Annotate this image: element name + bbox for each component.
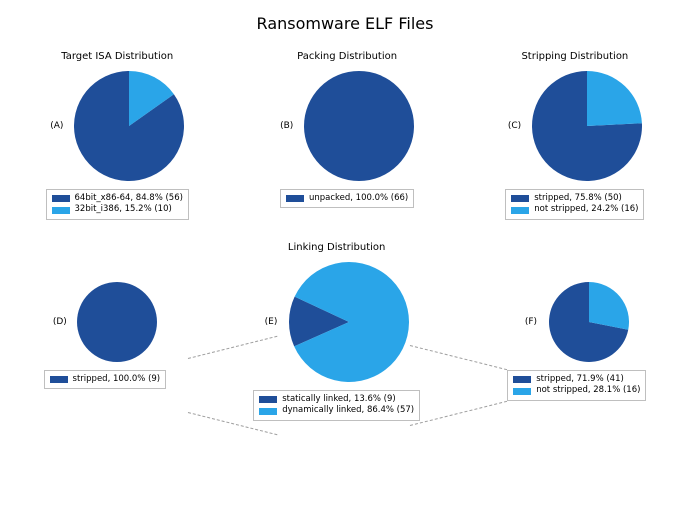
legend: unpacked, 100.0% (66) (280, 189, 414, 208)
legend-row: 64bit_x86-64, 84.8% (56) (52, 193, 183, 204)
legend-row: not stripped, 28.1% (16) (513, 385, 640, 396)
row-bottom: (D) stripped, 100.0% (9) Linking Distribu… (0, 242, 690, 421)
legend: stripped, 75.8% (50)not stripped, 24.2% … (505, 189, 644, 220)
legend-label: unpacked, 100.0% (66) (309, 193, 408, 204)
legend-swatch (50, 376, 68, 383)
legend-row: statically linked, 13.6% (9) (259, 394, 414, 405)
panel-title: Packing Distribution (297, 51, 397, 63)
legend-label: not stripped, 24.2% (16) (534, 204, 638, 215)
legend-swatch (52, 195, 70, 202)
pie-chart (74, 71, 184, 181)
panel-D: (D) stripped, 100.0% (9) (44, 262, 167, 389)
legend-label: dynamically linked, 86.4% (57) (282, 405, 414, 416)
legend-swatch (259, 396, 277, 403)
legend-row: stripped, 100.0% (9) (50, 374, 161, 385)
panel-B: Packing Distribution (B) unpacked, 100.0% … (280, 51, 414, 220)
legend-row: not stripped, 24.2% (16) (511, 204, 638, 215)
legend-label: stripped, 75.8% (50) (534, 193, 622, 204)
legend: statically linked, 13.6% (9)dynamically … (253, 390, 420, 421)
legend-label: stripped, 71.9% (41) (536, 374, 624, 385)
legend-label: statically linked, 13.6% (9) (282, 394, 396, 405)
legend-swatch (511, 207, 529, 214)
panel-E: Linking Distribution (E) statically linked… (253, 242, 420, 421)
legend-label: 64bit_x86-64, 84.8% (56) (75, 193, 183, 204)
panel-letter: (D) (53, 317, 71, 327)
pie-chart (549, 282, 629, 362)
panel-letter: (C) (508, 121, 526, 131)
page-title: Ransomware ELF Files (0, 0, 690, 41)
legend-label: 32bit_i386, 15.2% (10) (75, 204, 172, 215)
panel-letter: (F) (525, 317, 543, 327)
panel-letter: (B) (280, 121, 298, 131)
legend-row: stripped, 75.8% (50) (511, 193, 638, 204)
legend-swatch (286, 195, 304, 202)
legend: 64bit_x86-64, 84.8% (56)32bit_i386, 15.2… (46, 189, 189, 220)
panel-title: Stripping Distribution (521, 51, 628, 63)
panel-F: (F) stripped, 71.9% (41)not stripped, 28.… (507, 262, 646, 401)
legend-row: stripped, 71.9% (41) (513, 374, 640, 385)
legend-swatch (511, 195, 529, 202)
panel-letter: (E) (265, 317, 283, 327)
pie-chart (532, 71, 642, 181)
pie-wrap: (C) (508, 71, 642, 181)
panel-A: Target ISA Distribution (A) 64bit_x86-64, … (46, 51, 189, 220)
pie-wrap: (E) (265, 262, 409, 382)
pie-chart (77, 282, 157, 362)
panel-letter: (A) (50, 121, 68, 131)
legend-swatch (52, 207, 70, 214)
panel-title: Target ISA Distribution (61, 51, 173, 63)
legend-label: not stripped, 28.1% (16) (536, 385, 640, 396)
pie-chart (289, 262, 409, 382)
pie-wrap: (D) (53, 282, 157, 362)
legend-swatch (513, 388, 531, 395)
legend-swatch (259, 408, 277, 415)
pie-chart (304, 71, 414, 181)
legend-label: stripped, 100.0% (9) (73, 374, 161, 385)
legend-swatch (513, 376, 531, 383)
pie-wrap: (F) (525, 282, 629, 362)
panel-title: Linking Distribution (288, 242, 385, 254)
legend-row: dynamically linked, 86.4% (57) (259, 405, 414, 416)
legend: stripped, 100.0% (9) (44, 370, 167, 389)
pie-wrap: (A) (50, 71, 184, 181)
pie-wrap: (B) (280, 71, 414, 181)
legend: stripped, 71.9% (41)not stripped, 28.1% … (507, 370, 646, 401)
row-top: Target ISA Distribution (A) 64bit_x86-64, … (0, 51, 690, 220)
legend-row: unpacked, 100.0% (66) (286, 193, 408, 204)
panel-C: Stripping Distribution (C) stripped, 75.8%… (505, 51, 644, 220)
legend-row: 32bit_i386, 15.2% (10) (52, 204, 183, 215)
